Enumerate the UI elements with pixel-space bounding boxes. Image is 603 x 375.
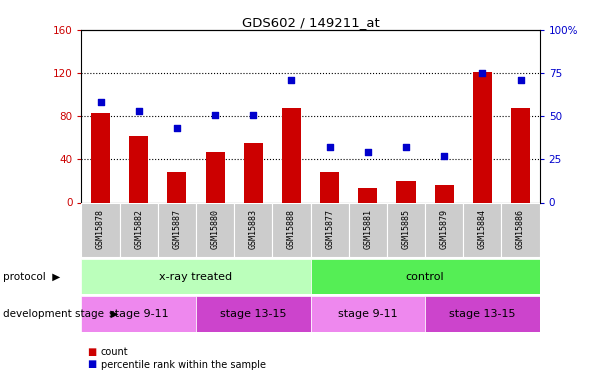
Bar <box>320 172 339 202</box>
Text: GSM15886: GSM15886 <box>516 209 525 249</box>
Bar <box>311 296 425 332</box>
Point <box>286 77 296 83</box>
Text: ■: ■ <box>87 360 96 369</box>
Point <box>363 150 373 156</box>
Bar <box>387 202 425 257</box>
Bar <box>244 143 263 202</box>
Text: GSM15882: GSM15882 <box>134 209 143 249</box>
Text: GSM15884: GSM15884 <box>478 209 487 249</box>
Point <box>210 111 220 117</box>
Bar <box>81 296 196 332</box>
Bar <box>473 72 492 202</box>
Text: GSM15887: GSM15887 <box>172 209 182 249</box>
Bar <box>311 259 540 294</box>
Bar <box>511 108 530 202</box>
Bar <box>158 202 196 257</box>
Text: development stage  ▶: development stage ▶ <box>3 309 119 319</box>
Point <box>134 108 144 114</box>
Bar <box>435 185 454 202</box>
Text: GSM15885: GSM15885 <box>402 209 411 249</box>
Point <box>478 70 487 76</box>
Text: GSM15881: GSM15881 <box>364 209 372 249</box>
Bar <box>349 202 387 257</box>
Bar <box>81 259 311 294</box>
Bar <box>358 189 377 202</box>
Text: stage 13-15: stage 13-15 <box>220 309 286 319</box>
Text: percentile rank within the sample: percentile rank within the sample <box>101 360 266 369</box>
Point <box>172 125 182 131</box>
Bar <box>311 202 349 257</box>
Bar <box>129 136 148 202</box>
Bar <box>282 108 301 202</box>
Point <box>401 144 411 150</box>
Bar <box>234 202 273 257</box>
Bar <box>502 202 540 257</box>
Bar <box>81 202 119 257</box>
Text: stage 9-11: stage 9-11 <box>338 309 397 319</box>
Text: stage 9-11: stage 9-11 <box>109 309 168 319</box>
Text: stage 13-15: stage 13-15 <box>449 309 516 319</box>
Text: GSM15880: GSM15880 <box>210 209 219 249</box>
Text: ■: ■ <box>87 347 96 357</box>
Text: control: control <box>406 272 444 282</box>
Title: GDS602 / 149211_at: GDS602 / 149211_at <box>242 16 379 29</box>
Bar <box>273 202 311 257</box>
Point <box>516 77 525 83</box>
Point <box>96 99 106 105</box>
Point <box>248 111 258 117</box>
Bar <box>397 181 415 203</box>
Text: x-ray treated: x-ray treated <box>159 272 233 282</box>
Text: GSM15888: GSM15888 <box>287 209 296 249</box>
Bar <box>206 152 224 202</box>
Bar <box>168 172 186 202</box>
Bar <box>425 202 463 257</box>
Text: protocol  ▶: protocol ▶ <box>3 272 60 282</box>
Bar <box>119 202 158 257</box>
Bar <box>196 202 234 257</box>
Point <box>325 144 335 150</box>
Text: GSM15883: GSM15883 <box>249 209 257 249</box>
Text: GSM15877: GSM15877 <box>325 209 334 249</box>
Text: GSM15878: GSM15878 <box>96 209 105 249</box>
Text: count: count <box>101 347 128 357</box>
Text: GSM15879: GSM15879 <box>440 209 449 249</box>
Bar <box>196 296 311 332</box>
Bar <box>91 113 110 202</box>
Bar <box>425 296 540 332</box>
Point <box>440 153 449 159</box>
Bar <box>463 202 502 257</box>
